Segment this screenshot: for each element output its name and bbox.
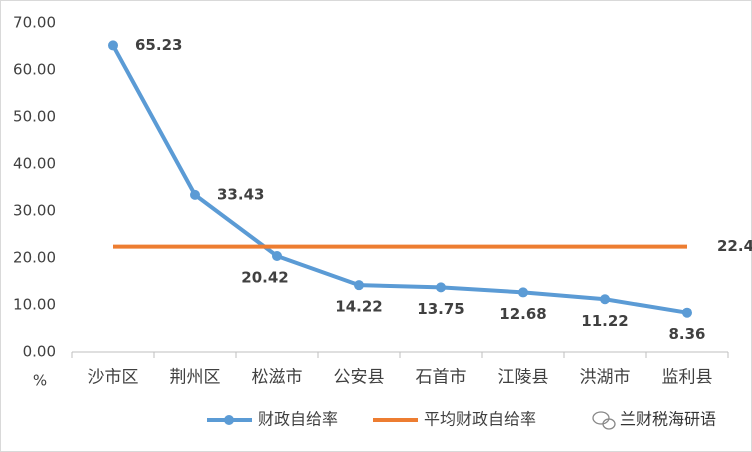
marker — [354, 280, 364, 291]
data-label: 33.43 — [217, 185, 264, 203]
y-tick-label: 30.00 — [13, 202, 56, 220]
watermark: 兰财税海研语 — [620, 410, 716, 429]
data-label: 11.22 — [581, 312, 628, 330]
marker — [108, 40, 118, 51]
x-tick-label: 松滋市 — [252, 368, 303, 388]
x-tick-label: 监利县 — [662, 368, 713, 388]
data-label: 65.23 — [135, 36, 182, 54]
marker — [190, 189, 200, 200]
legend-marker — [224, 415, 234, 425]
marker — [436, 282, 446, 293]
y-tick-label: 20.00 — [13, 249, 56, 267]
marker — [682, 307, 692, 318]
y-tick-label: 0.00 — [23, 343, 56, 361]
marker — [600, 294, 610, 305]
y-tick-label: 50.00 — [13, 108, 56, 126]
y-tick-label: 60.00 — [13, 61, 56, 79]
data-label: 14.22 — [335, 298, 382, 316]
y-tick-label: 70.00 — [13, 14, 56, 32]
data-label: 13.75 — [417, 300, 464, 318]
y-axis-label: % — [33, 372, 47, 390]
x-tick-label: 江陵县 — [498, 368, 549, 388]
line — [111, 44, 688, 315]
legend-label: 平均财政自给率 — [424, 410, 536, 429]
marker — [518, 287, 528, 298]
y-tick-label: 10.00 — [13, 296, 56, 314]
data-label: 20.42 — [241, 269, 288, 287]
x-tick-label: 公安县 — [334, 368, 385, 388]
x-tick-label: 洪湖市 — [580, 368, 631, 388]
data-label: 8.36 — [668, 325, 705, 343]
marker — [272, 251, 282, 262]
x-tick-label: 沙市区 — [88, 368, 139, 388]
y-tick-label: 40.00 — [13, 155, 56, 173]
x-tick-label: 荆州区 — [170, 368, 221, 388]
x-tick-label: 石首市 — [416, 368, 467, 388]
watermark-icon — [592, 411, 616, 430]
data-label: 22.41 — [717, 237, 752, 255]
legend-label: 财政自给率 — [258, 410, 338, 429]
data-label: 12.68 — [499, 305, 546, 323]
